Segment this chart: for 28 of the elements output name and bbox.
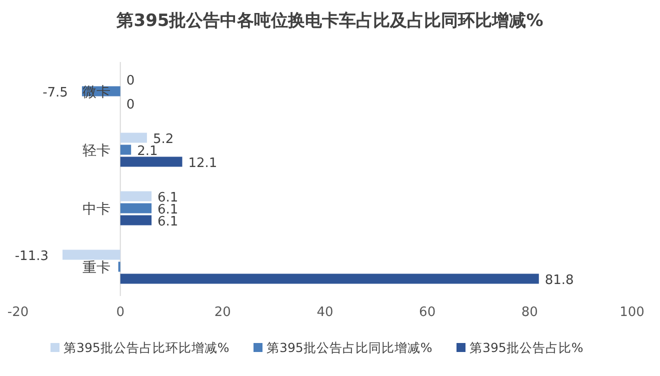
data-label: -11.3 <box>14 248 49 264</box>
data-label: 12.1 <box>188 156 218 171</box>
chart-title: 第395批公告中各吨位换电卡车占比及占比同环比增减% <box>116 11 544 31</box>
x-tick-label: 0 <box>116 305 124 320</box>
bar <box>120 274 539 284</box>
bar <box>120 191 152 202</box>
bar <box>120 156 182 167</box>
bar <box>120 132 147 143</box>
legend-label: 第395批公告占比环比增减% <box>64 340 230 355</box>
data-label: -7.5 <box>42 85 68 100</box>
x-tick-label: 40 <box>316 305 334 320</box>
bar <box>120 215 152 226</box>
y-tick-label: 重卡 <box>82 260 110 276</box>
x-tick-label: 80 <box>521 305 538 320</box>
bar <box>62 250 120 260</box>
x-tick-label: -20 <box>7 305 29 320</box>
data-label: 0 <box>126 73 135 88</box>
data-label: 81.8 <box>544 272 574 288</box>
y-tick-label: 轻卡 <box>82 142 110 159</box>
x-tick-label: 60 <box>419 305 436 320</box>
bar <box>120 203 152 214</box>
legend-label: 第395批公告占比同比增减% <box>266 340 432 355</box>
y-tick-label: 中卡 <box>82 201 110 218</box>
data-label: 0 <box>126 97 135 112</box>
x-tick-label: 20 <box>214 305 231 320</box>
legend-label: 第395批公告占比% <box>470 340 584 355</box>
x-tick-label: 100 <box>620 305 644 320</box>
bar <box>120 144 132 155</box>
